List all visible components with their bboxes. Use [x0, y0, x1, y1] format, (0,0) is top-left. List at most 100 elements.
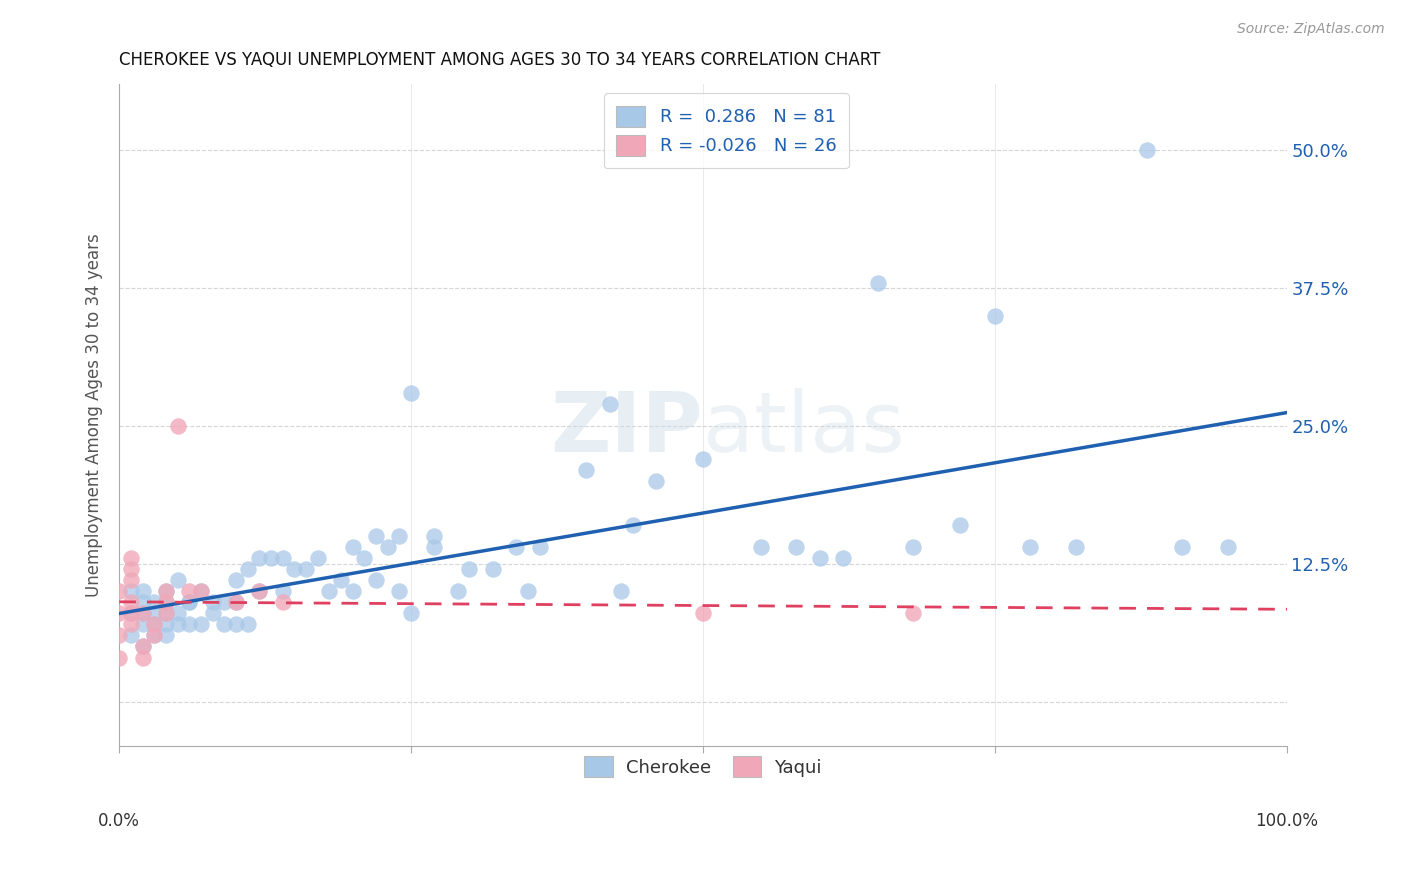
- Point: [143, 607, 166, 621]
- Point: [529, 540, 551, 554]
- Text: Source: ZipAtlas.com: Source: ZipAtlas.com: [1237, 22, 1385, 37]
- Point: [1218, 540, 1240, 554]
- Point: [155, 584, 177, 599]
- Point: [108, 584, 131, 599]
- Point: [143, 595, 166, 609]
- Point: [247, 584, 270, 599]
- Point: [143, 617, 166, 632]
- Point: [516, 584, 538, 599]
- Point: [131, 640, 153, 654]
- Point: [155, 595, 177, 609]
- Point: [692, 607, 714, 621]
- Point: [166, 617, 188, 632]
- Point: [179, 595, 201, 609]
- Point: [131, 640, 153, 654]
- Point: [179, 584, 201, 599]
- Point: [621, 518, 644, 533]
- Point: [364, 529, 387, 543]
- Point: [155, 617, 177, 632]
- Point: [155, 607, 177, 621]
- Point: [1018, 540, 1040, 554]
- Point: [458, 562, 481, 576]
- Point: [190, 584, 212, 599]
- Point: [225, 595, 247, 609]
- Point: [120, 607, 142, 621]
- Point: [120, 607, 142, 621]
- Point: [901, 540, 924, 554]
- Point: [179, 595, 201, 609]
- Point: [166, 607, 188, 621]
- Point: [179, 617, 201, 632]
- Point: [1170, 540, 1192, 554]
- Point: [108, 628, 131, 642]
- Y-axis label: Unemployment Among Ages 30 to 34 years: Unemployment Among Ages 30 to 34 years: [86, 233, 103, 597]
- Point: [984, 309, 1007, 323]
- Point: [131, 607, 153, 621]
- Point: [785, 540, 807, 554]
- Point: [166, 419, 188, 434]
- Text: ZIP: ZIP: [550, 388, 703, 468]
- Point: [155, 595, 177, 609]
- Text: atlas: atlas: [703, 388, 904, 468]
- Point: [808, 551, 831, 566]
- Point: [214, 617, 236, 632]
- Point: [260, 551, 283, 566]
- Point: [271, 595, 294, 609]
- Text: 0.0%: 0.0%: [98, 812, 141, 830]
- Point: [599, 397, 621, 411]
- Point: [692, 452, 714, 467]
- Point: [342, 584, 364, 599]
- Text: CHEROKEE VS YAQUI UNEMPLOYMENT AMONG AGES 30 TO 34 YEARS CORRELATION CHART: CHEROKEE VS YAQUI UNEMPLOYMENT AMONG AGE…: [120, 51, 880, 69]
- Point: [120, 617, 142, 632]
- Point: [353, 551, 375, 566]
- Point: [447, 584, 470, 599]
- Point: [190, 617, 212, 632]
- Point: [399, 385, 422, 400]
- Point: [201, 595, 224, 609]
- Point: [645, 474, 668, 488]
- Text: 100.0%: 100.0%: [1256, 812, 1317, 830]
- Legend: Cherokee, Yaqui: Cherokee, Yaqui: [575, 747, 831, 787]
- Point: [610, 584, 633, 599]
- Point: [214, 595, 236, 609]
- Point: [120, 562, 142, 576]
- Point: [120, 628, 142, 642]
- Point: [225, 595, 247, 609]
- Point: [342, 540, 364, 554]
- Point: [108, 607, 131, 621]
- Point: [155, 628, 177, 642]
- Point: [236, 617, 259, 632]
- Point: [225, 574, 247, 588]
- Point: [120, 595, 142, 609]
- Point: [247, 551, 270, 566]
- Point: [143, 628, 166, 642]
- Point: [423, 540, 446, 554]
- Point: [423, 529, 446, 543]
- Point: [1135, 143, 1157, 157]
- Point: [318, 584, 340, 599]
- Point: [388, 529, 411, 543]
- Point: [271, 551, 294, 566]
- Point: [155, 607, 177, 621]
- Point: [949, 518, 972, 533]
- Point: [866, 276, 889, 290]
- Point: [247, 584, 270, 599]
- Point: [505, 540, 527, 554]
- Point: [364, 574, 387, 588]
- Point: [749, 540, 772, 554]
- Point: [283, 562, 305, 576]
- Point: [108, 650, 131, 665]
- Point: [120, 574, 142, 588]
- Point: [388, 584, 411, 599]
- Point: [201, 607, 224, 621]
- Point: [377, 540, 399, 554]
- Point: [307, 551, 329, 566]
- Point: [399, 607, 422, 621]
- Point: [120, 584, 142, 599]
- Point: [575, 463, 598, 477]
- Point: [271, 584, 294, 599]
- Point: [482, 562, 505, 576]
- Point: [131, 595, 153, 609]
- Point: [131, 617, 153, 632]
- Point: [143, 617, 166, 632]
